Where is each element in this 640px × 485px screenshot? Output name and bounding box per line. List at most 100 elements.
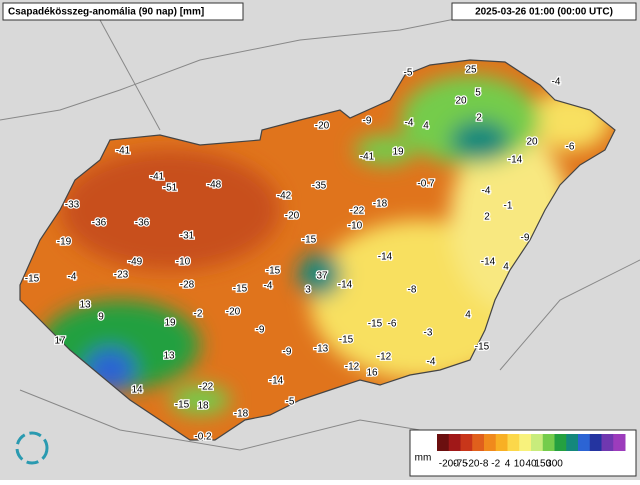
map-value-label: 4 bbox=[465, 310, 471, 321]
map-value-label: -12 bbox=[377, 352, 392, 363]
map-value-label: -19 bbox=[57, 237, 72, 248]
legend-swatch bbox=[437, 434, 450, 451]
map-value-label: -5 bbox=[286, 397, 295, 408]
legend-swatch bbox=[613, 434, 626, 451]
map-value-label: -14 bbox=[378, 252, 393, 263]
legend-swatch bbox=[554, 434, 567, 451]
map-value-label: 13 bbox=[163, 351, 175, 362]
map-value-label: -9 bbox=[363, 116, 372, 127]
map-value-label: -10 bbox=[176, 257, 191, 268]
map-value-label: 14 bbox=[131, 385, 143, 396]
map-value-label: -15 bbox=[233, 284, 248, 295]
map-value-label: -14 bbox=[481, 257, 496, 268]
legend-tick-label: 10 bbox=[514, 459, 526, 470]
map-value-label: -12 bbox=[345, 362, 360, 373]
legend-tick-label: 300 bbox=[546, 459, 563, 470]
borders bbox=[0, 9, 640, 451]
map-value-label: -48 bbox=[207, 180, 222, 191]
legend-tick-label: 150 bbox=[534, 459, 551, 470]
map-value-label: 5 bbox=[475, 88, 481, 99]
map-value-label: -15 bbox=[368, 319, 383, 330]
logo bbox=[15, 431, 49, 465]
title-box bbox=[2, 2, 244, 21]
map-value-label: -6 bbox=[388, 319, 397, 330]
map-value-label: -14 bbox=[338, 280, 353, 291]
map-value-label: -33 bbox=[65, 200, 80, 211]
map-value-label: -41 bbox=[150, 172, 165, 183]
legend-swatch bbox=[495, 434, 508, 451]
map-value-label: -18 bbox=[234, 409, 249, 420]
map-value-label: -1 bbox=[504, 201, 513, 212]
map-value-label: 18 bbox=[197, 401, 209, 412]
map-value-label: -36 bbox=[92, 218, 107, 229]
map-value-label: 9 bbox=[98, 312, 104, 323]
map-value-label: -10 bbox=[348, 221, 363, 232]
map-value-label: -51 bbox=[163, 183, 178, 194]
map-value-label: 20 bbox=[455, 96, 467, 107]
legend-swatch bbox=[472, 434, 485, 451]
map-value-label: -2 bbox=[194, 309, 203, 320]
legend-swatch bbox=[531, 434, 544, 451]
legend-swatch bbox=[589, 434, 602, 451]
legend-swatch bbox=[578, 434, 591, 451]
map-value-label: 17 bbox=[54, 336, 66, 347]
legend-swatch bbox=[484, 434, 497, 451]
map-value-label: -15 bbox=[266, 266, 281, 277]
map-value-label: -18 bbox=[373, 199, 388, 210]
map-value-label: -22 bbox=[350, 206, 365, 217]
legend-tick-label: -75 bbox=[453, 459, 468, 470]
legend-unit: mm bbox=[415, 453, 432, 464]
map-value-label: -35 bbox=[312, 181, 327, 192]
legend-swatch bbox=[542, 434, 555, 451]
map-value-label: -4 bbox=[405, 118, 414, 129]
map-value-label: -22 bbox=[199, 382, 214, 393]
map-value-label: -41 bbox=[360, 152, 375, 163]
title: Csapadékösszeg-anomália (90 nap) [mm] bbox=[8, 7, 204, 18]
map-value-label: 4 bbox=[423, 121, 429, 132]
map-value-label: -0.2 bbox=[194, 432, 212, 443]
map-value-label: -20 bbox=[285, 211, 300, 222]
map-value-label: 19 bbox=[392, 147, 404, 158]
map-value-label: -15 bbox=[475, 342, 490, 353]
map-value-label: -20 bbox=[226, 307, 241, 318]
legend-swatch bbox=[601, 434, 614, 451]
timestamp: 2025-03-26 01:00 (00:00 UTC) bbox=[475, 7, 613, 18]
map-value-label: -4 bbox=[68, 272, 77, 283]
timestamp-box bbox=[451, 2, 637, 21]
map-value-label: -28 bbox=[180, 280, 195, 291]
map-value-label: 2 bbox=[484, 212, 490, 223]
map-value-label: 19 bbox=[164, 318, 176, 329]
map-value-label: -4 bbox=[552, 77, 561, 88]
map-value-label: -4 bbox=[482, 186, 491, 197]
map-value-label: -15 bbox=[25, 274, 40, 285]
map-value-label: -23 bbox=[114, 270, 129, 281]
map-value-label: -8 bbox=[408, 285, 417, 296]
legend-swatch bbox=[460, 434, 473, 451]
map-value-label: -41 bbox=[116, 146, 131, 157]
map-value-label: -4 bbox=[427, 357, 436, 368]
legend-swatch bbox=[507, 434, 520, 451]
legend-swatch bbox=[566, 434, 579, 451]
legend-tick-label: -20 bbox=[465, 459, 480, 470]
map-value-label: 25 bbox=[465, 65, 477, 76]
legend-swatch bbox=[448, 434, 461, 451]
map-value-label: -5 bbox=[404, 68, 413, 79]
legend-tick-label: -2 bbox=[491, 459, 500, 470]
map-value-label: 4 bbox=[503, 262, 509, 273]
map-value-label: -20 bbox=[315, 121, 330, 132]
map-value-label: -9 bbox=[283, 347, 292, 358]
map-value-label: -9 bbox=[521, 233, 530, 244]
map-value-label: -15 bbox=[175, 400, 190, 411]
map-value-label: 2 bbox=[476, 113, 482, 124]
legend-tick-label: -8 bbox=[480, 459, 489, 470]
map-value-label: -6 bbox=[566, 142, 575, 153]
map-value-label: -9 bbox=[256, 325, 265, 336]
map-value-label: -13 bbox=[314, 344, 329, 355]
legend-tick-label: 4 bbox=[505, 459, 511, 470]
map-value-label: -3 bbox=[424, 328, 433, 339]
map-value-label: -42 bbox=[277, 191, 292, 202]
legend-tick-label: 40 bbox=[525, 459, 537, 470]
map-value-label: -36 bbox=[135, 218, 150, 229]
legend-tick-label: -200 bbox=[439, 459, 459, 470]
